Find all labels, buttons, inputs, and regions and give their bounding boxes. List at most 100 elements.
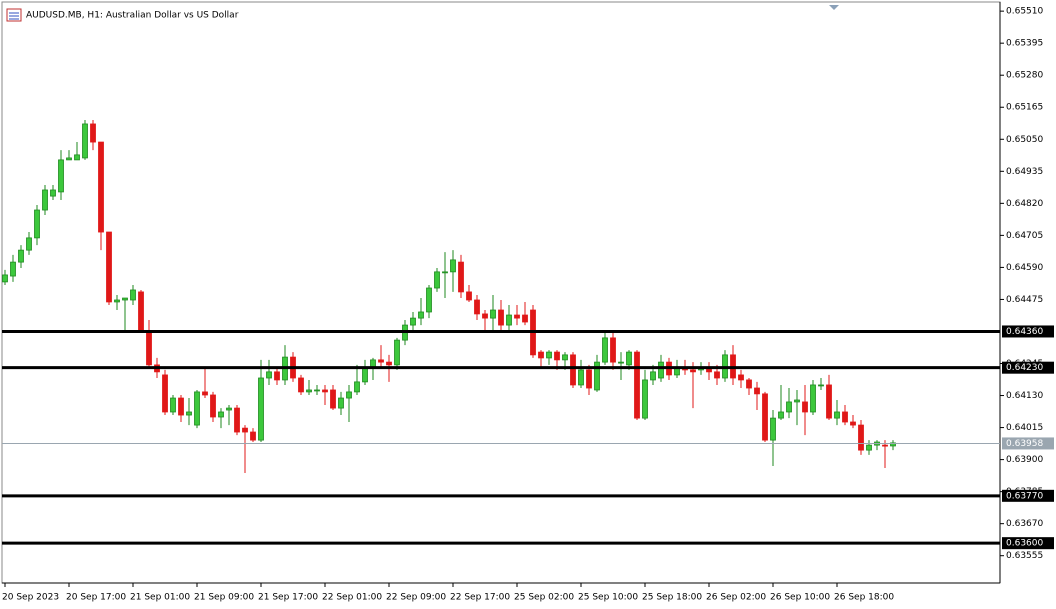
x-tick-label: 25 Sep 18:00 [642,593,702,603]
candle-body [418,311,424,319]
candle-body [394,339,400,366]
y-tick-label: 0.64475 [1006,295,1043,305]
candle-body [82,123,88,159]
y-tick-label: 0.63555 [1006,551,1043,561]
candle-body [66,157,72,161]
candle-body [826,384,832,419]
candle-body [642,379,648,419]
x-tick-label: 26 Sep 18:00 [834,593,894,603]
candle-body [202,391,208,396]
level-label-box [1002,325,1054,338]
candle-body [786,401,792,413]
x-tick-label: 21 Sep 09:00 [194,593,254,603]
candle-body [234,407,240,433]
candle-body [746,379,752,389]
level-label: 0.63600 [1006,539,1043,549]
candle-body [714,371,720,379]
y-tick-label: 0.64935 [1006,167,1043,177]
candle-body [890,442,896,447]
candle-body [50,189,56,197]
candle-body [18,249,24,263]
candle-body [346,391,352,399]
candle-body [466,291,472,301]
candle-body [546,351,552,359]
level-label-box [1002,489,1054,502]
y-tick-label: 0.63900 [1006,455,1043,465]
current-price-box [1002,437,1054,450]
candle-body [754,387,760,395]
candle-body [322,389,328,393]
candle-body [34,209,40,239]
candle-body [298,377,304,393]
chart-title: AUDUSD.MB, H1: Australian Dollar vs US D… [26,11,239,21]
y-tick-label: 0.64820 [1006,199,1043,209]
candle-body [42,189,48,211]
candle-body [90,123,96,143]
candle-body [626,351,632,366]
x-tick-label: 21 Sep 17:00 [258,593,318,603]
candle-body [842,411,848,423]
candle-body [562,354,568,361]
candle-body [2,274,8,283]
candle-body [578,369,584,386]
y-tick-label: 0.65165 [1006,103,1043,113]
candle-body [146,331,152,366]
current-price-label: 0.63958 [1006,439,1043,449]
x-tick-label: 20 Sep 2023 [2,593,59,603]
level-label: 0.63770 [1006,491,1043,501]
x-tick-label: 22 Sep 09:00 [386,593,446,603]
candle-body [610,337,616,363]
level-label-box [1002,361,1054,374]
candle-body [266,371,272,379]
candle-body [802,401,808,413]
candle-body [810,384,816,413]
candle-body [130,289,136,301]
candle-body [314,389,320,392]
shift-marker [829,5,839,10]
candle-body [634,351,640,419]
y-tick-label: 0.64015 [1006,423,1043,433]
candle-body [690,369,696,373]
candle-body [538,351,544,359]
candle-body [498,309,504,326]
candle-body [834,411,840,419]
candle-body [474,299,480,315]
candle-body [10,261,16,277]
y-tick-label: 0.65280 [1006,71,1043,81]
candle-body [458,261,464,293]
candle-body [378,359,384,363]
candle-body [594,361,600,391]
candle-body [338,397,344,409]
level-label-box [1002,537,1054,550]
plot-frame [1,1,1001,584]
candle-body [522,314,528,323]
candle-body [106,231,112,303]
level-label: 0.64360 [1006,327,1043,337]
candle-body [738,374,744,381]
candle-body [162,374,168,413]
level-label: 0.64230 [1006,363,1043,373]
candle-body [602,337,608,363]
candle-body [226,407,232,411]
candle-body [858,424,864,451]
candle-body [618,361,624,364]
y-tick-label: 0.65395 [1006,39,1043,49]
y-tick-label: 0.65050 [1006,135,1043,145]
y-tick-label: 0.65510 [1006,7,1043,17]
candle-body [490,309,496,319]
candle-body [274,371,280,381]
x-tick-label: 20 Sep 17:00 [66,593,126,603]
candle-body [74,154,80,161]
x-tick-label: 26 Sep 10:00 [770,593,830,603]
candle-body [450,259,456,273]
candle-body [210,394,216,418]
x-tick-label: 21 Sep 01:00 [130,593,190,603]
candle-body [442,271,448,274]
x-tick-label: 25 Sep 02:00 [514,593,574,603]
candle-body [506,314,512,326]
candle-body [818,384,824,387]
candle-body [306,389,312,393]
candle-body [650,371,656,381]
candle-body [426,287,432,313]
